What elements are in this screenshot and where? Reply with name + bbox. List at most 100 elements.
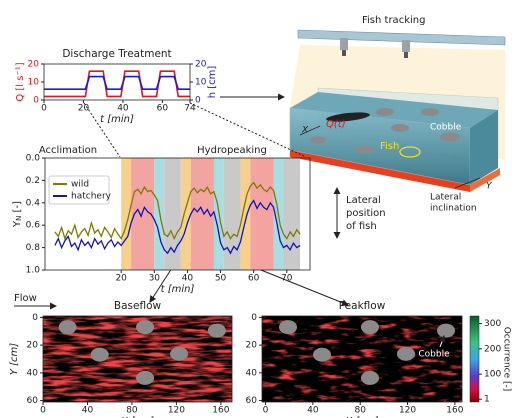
y-tick-label: 0 xyxy=(32,313,38,323)
x-tick-label: 40 xyxy=(182,274,194,284)
phase-band xyxy=(131,158,155,270)
x-tick-label: 80 xyxy=(354,406,366,416)
zoom-line xyxy=(83,102,121,158)
y2-axis-label: h [cm] xyxy=(207,66,218,99)
legend-label: wild xyxy=(71,180,89,190)
y-axis-label-part: [-] xyxy=(12,201,23,216)
diagram-label: Fish tracking xyxy=(362,15,425,26)
cobble xyxy=(397,346,415,361)
x-tick-label: 30 xyxy=(149,274,161,284)
y2-tick-label: 10 xyxy=(195,78,207,88)
y-tick-label: 0 xyxy=(251,313,257,323)
x-tick-label: 160 xyxy=(446,406,463,416)
x-tick-label: 120 xyxy=(168,406,185,416)
diagram-label: Cobble xyxy=(430,123,462,133)
x-tick-label: 50 xyxy=(215,274,227,284)
phase-band xyxy=(223,158,241,270)
x-tick-label: 74 xyxy=(184,104,196,114)
x-tick-label: 80 xyxy=(126,406,138,416)
phase-band xyxy=(180,158,191,270)
phase-band xyxy=(283,158,301,270)
phase-band xyxy=(190,158,214,270)
x-tick-label: 160 xyxy=(212,406,229,416)
diagram-label: of fish xyxy=(346,221,377,232)
x-tick-label: 40 xyxy=(82,406,94,416)
y-tick-label: 1.0 xyxy=(26,266,41,276)
y-tick-label: 0.0 xyxy=(26,154,41,164)
legend-label: hatchery xyxy=(71,192,112,202)
y-tick-label: 10 xyxy=(28,78,40,88)
series-line xyxy=(44,75,190,90)
y-axis-label: YN [-] xyxy=(12,201,23,228)
y2-tick-label: 20 xyxy=(195,60,207,70)
cobble xyxy=(136,370,155,385)
cobble xyxy=(136,320,155,335)
x-tick-label: 60 xyxy=(248,274,260,284)
x-axis-label: X [cm] xyxy=(344,416,378,418)
x-tick-label: 60 xyxy=(157,104,169,114)
diagram-label: Lateral xyxy=(430,193,461,203)
y-tick-label: 60 xyxy=(246,396,258,406)
y-axis-label-sub: N xyxy=(15,216,23,221)
diagram-label: Y xyxy=(486,182,493,192)
series-line xyxy=(54,199,301,255)
plot-frame xyxy=(42,315,233,403)
y-tick-label: 20 xyxy=(27,341,39,351)
cobble xyxy=(90,347,109,362)
plot-frame xyxy=(43,63,191,101)
arrow xyxy=(255,267,349,307)
zoom-line xyxy=(189,102,307,158)
y-tick-label: 0.8 xyxy=(26,243,41,253)
diagram-label: X xyxy=(301,126,309,136)
x-axis-label: t [min] xyxy=(161,284,195,295)
cobble xyxy=(58,320,77,335)
series-line xyxy=(54,181,301,241)
cobble xyxy=(361,370,379,385)
cobble xyxy=(279,320,297,335)
phase-band xyxy=(250,158,274,270)
chart-title: Discharge Treatment xyxy=(62,48,171,60)
x-tick-label: 20 xyxy=(78,104,90,114)
y-tick-label: 40 xyxy=(246,368,258,378)
x-tick-label: 120 xyxy=(399,406,416,416)
phase-band xyxy=(240,158,251,270)
y-tick-label: 40 xyxy=(27,368,39,378)
phase-band xyxy=(121,158,132,270)
chart-title: Peakflow xyxy=(339,300,386,312)
x-tick-label: 0 xyxy=(40,406,46,416)
x-tick-label: 0 xyxy=(41,104,47,114)
cobble xyxy=(313,347,331,362)
y-axis-label-part: Y xyxy=(12,220,23,228)
colorbar-tick-label: 100 xyxy=(484,370,501,380)
cobble xyxy=(361,320,379,335)
colorbar-tick-label: 300 xyxy=(484,319,501,329)
x-axis-label: t [min] xyxy=(100,114,134,125)
annotation-arrow xyxy=(438,335,446,348)
x-tick-label: 40 xyxy=(307,406,319,416)
plot-frame xyxy=(44,157,311,271)
diagram-label: Lateral xyxy=(346,195,381,206)
y2-tick-label: 0 xyxy=(195,96,201,106)
cobble xyxy=(207,323,226,338)
y-tick-label: 0 xyxy=(33,96,39,106)
series-line xyxy=(44,70,190,98)
annotation: Hydropeaking xyxy=(197,145,267,156)
y-tick-label: 20 xyxy=(246,341,258,351)
y-tick-label: 20 xyxy=(28,60,40,70)
cobble xyxy=(437,323,455,338)
colorbar-tick-label: 1 xyxy=(484,395,490,405)
x-tick-label: 20 xyxy=(115,274,127,284)
x-tick-label: 0 xyxy=(263,406,269,416)
plot-frame xyxy=(261,315,463,403)
y-tick-label: 60 xyxy=(27,396,39,406)
diagram-label: Fish xyxy=(380,141,399,152)
y-axis-label: Y [cm] xyxy=(9,343,20,375)
flow-label: Flow xyxy=(14,293,37,304)
colorbar-tick-label: 200 xyxy=(484,344,501,354)
arrow xyxy=(149,267,173,303)
y-tick-label: 0.6 xyxy=(26,221,41,231)
diagram-label: Q(t) xyxy=(326,119,346,130)
y-tick-label: 0.4 xyxy=(26,198,41,208)
annotation: Cobble xyxy=(418,350,450,360)
